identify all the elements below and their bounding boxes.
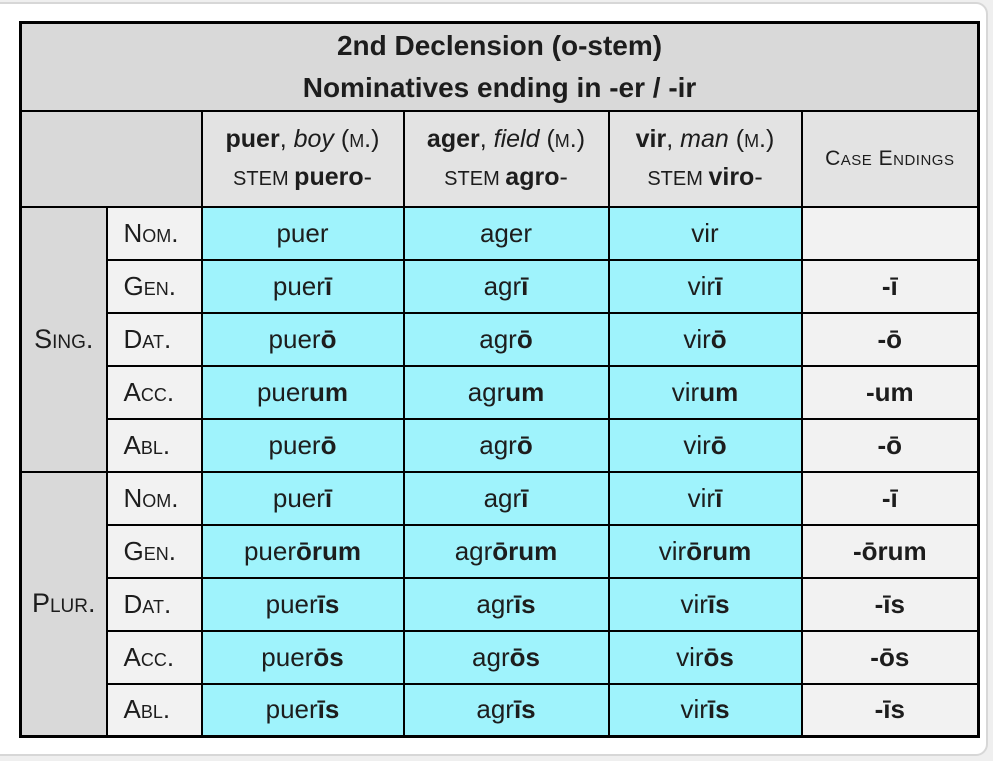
- corner-cell: [19, 109, 203, 208]
- case-label: Nom.: [105, 470, 203, 526]
- cell-case-ending: -īs: [800, 682, 980, 738]
- case-label: Nom.: [105, 205, 203, 261]
- cell-ager: agrīs: [402, 682, 610, 738]
- noun-stem: STEM viro-: [647, 162, 763, 191]
- cell-case-ending: -ī: [800, 258, 980, 314]
- case-label: Dat.: [105, 311, 203, 367]
- cell-vir: virō: [607, 417, 803, 473]
- cell-vir: virī: [607, 258, 803, 314]
- cell-vir: virō: [607, 311, 803, 367]
- case-label: Gen.: [105, 258, 203, 314]
- group-label-singular: Sing.: [19, 205, 108, 473]
- cell-case-ending: -um: [800, 364, 980, 420]
- case-label: Abl.: [105, 682, 203, 738]
- cell-puer: puerō: [200, 311, 405, 367]
- title-row: 2nd Declension (o-stem) Nominatives endi…: [19, 21, 980, 112]
- cell-ager: agrī: [402, 258, 610, 314]
- cell-puer: puerō: [200, 417, 405, 473]
- cell-ager: agrum: [402, 364, 610, 420]
- cell-ager: ager: [402, 205, 610, 261]
- table-title: 2nd Declension (o-stem) Nominatives endi…: [19, 21, 980, 112]
- case-label: Dat.: [105, 576, 203, 632]
- cell-ager: agrō: [402, 311, 610, 367]
- group-label-plural: Plur.: [19, 470, 108, 738]
- table-row: Dat. puerīs agrīs virīs -īs: [21, 576, 980, 632]
- cell-ager: agrōrum: [402, 523, 610, 579]
- cell-case-ending: -ī: [800, 470, 980, 526]
- case-label: Acc.: [105, 364, 203, 420]
- case-label: Gen.: [105, 523, 203, 579]
- cell-ager: agrī: [402, 470, 610, 526]
- cell-vir: virīs: [607, 576, 803, 632]
- title-line-1: 2nd Declension (o-stem): [336, 29, 663, 61]
- case-label: Acc.: [105, 629, 203, 685]
- noun-stem: STEM puero-: [233, 162, 372, 191]
- cell-vir: virōs: [607, 629, 803, 685]
- cell-ager: agrōs: [402, 629, 610, 685]
- table-row: Acc. puerum agrum virum -um: [21, 364, 980, 420]
- cell-ager: agrō: [402, 417, 610, 473]
- cell-puer: puerīs: [200, 682, 405, 738]
- case-label: Abl.: [105, 417, 203, 473]
- declension-table: 2nd Declension (o-stem) Nominatives endi…: [19, 21, 981, 738]
- cell-ager: agrīs: [402, 576, 610, 632]
- cell-case-ending: -ōs: [800, 629, 980, 685]
- table-row: Abl. puerō agrō virō -ō: [21, 417, 980, 473]
- cell-case-ending: -īs: [800, 576, 980, 632]
- cell-puer: puerī: [200, 470, 405, 526]
- table-row: Gen. puerōrum agrōrum virōrum -ōrum: [21, 523, 980, 579]
- cell-case-ending: -ō: [800, 311, 980, 367]
- table-row: Acc. puerōs agrōs virōs -ōs: [21, 629, 980, 685]
- table-row: Abl. puerīs agrīs virīs -īs: [21, 682, 980, 738]
- cell-vir: virīs: [607, 682, 803, 738]
- column-header-case-endings: Case Endings: [800, 109, 980, 208]
- table-row: Plur. Nom. puerī agrī virī -ī: [19, 470, 980, 738]
- cell-vir: virī: [607, 470, 803, 526]
- cell-puer: puerōs: [200, 629, 405, 685]
- noun-title: puer, boy (m.): [225, 125, 380, 153]
- cell-puer: puerīs: [200, 576, 405, 632]
- column-header-ager: ager, field (m.) STEM agro-: [402, 109, 610, 208]
- cell-vir: virōrum: [607, 523, 803, 579]
- cell-vir: virum: [607, 364, 803, 420]
- column-header-vir: vir, man (m.) STEM viro-: [607, 109, 803, 208]
- table-row: Gen. puerī agrī virī -ī: [21, 258, 980, 314]
- table-row: Sing. Nom. puer ager vir: [19, 205, 980, 473]
- noun-title: vir, man (m.): [635, 125, 775, 153]
- cell-puer: puerum: [200, 364, 405, 420]
- cell-puer: puer: [200, 205, 405, 261]
- noun-title: ager, field (m.): [426, 125, 586, 153]
- cell-case-ending: [800, 205, 980, 261]
- cell-puer: puerōrum: [200, 523, 405, 579]
- title-line-2: Nominatives ending in -er / -ir: [302, 71, 697, 103]
- cell-puer: puerī: [200, 258, 405, 314]
- cell-case-ending: -ō: [800, 417, 980, 473]
- cell-vir: vir: [607, 205, 803, 261]
- cell-case-ending: -ōrum: [800, 523, 980, 579]
- column-header-puer: puer, boy (m.) STEM puero-: [200, 109, 405, 208]
- header-row: puer, boy (m.) STEM puero- ager, field (…: [19, 109, 980, 208]
- noun-stem: STEM agro-: [444, 162, 568, 191]
- table-row: Dat. puerō agrō virō -ō: [21, 311, 980, 367]
